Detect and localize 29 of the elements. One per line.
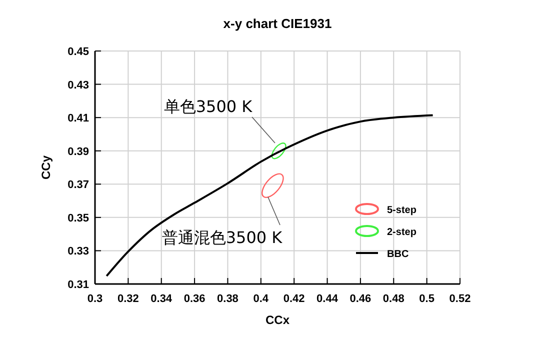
line-series: [106, 114, 434, 278]
y-tick-label: 0.31: [68, 279, 89, 291]
y-axis-title: CCy: [39, 155, 53, 180]
annotation: 单色3500 K: [164, 97, 253, 116]
x-tick-label: 0.48: [382, 293, 404, 305]
legend-label: BBC: [387, 249, 409, 260]
x-tick-label: 0.36: [184, 293, 206, 305]
x-tick-label: 0.32: [117, 293, 139, 305]
y-tick-label: 0.41: [68, 112, 89, 125]
x-tick-label: 0.42: [283, 293, 305, 305]
annotation: 普通混色3500 K: [162, 228, 283, 247]
y-tick-label: 0.33: [68, 246, 89, 258]
x-tick-label: 0.52: [449, 293, 471, 305]
y-tick-label: 0.35: [68, 212, 89, 224]
legend-label: 5-step: [387, 205, 416, 216]
x-tick-label: 0.4: [253, 293, 270, 305]
y-tick-label: 0.43: [68, 79, 89, 92]
legend-label: 2-step: [387, 227, 416, 238]
x-tick-label: 0.3: [87, 293, 103, 305]
y-tick-label: 0.39: [68, 146, 89, 158]
x-tick-label: 0.34: [150, 293, 173, 305]
x-tick-label: 0.44: [316, 293, 339, 305]
y-tick-label: 0.37: [68, 179, 89, 192]
chart-title: x-y chart CIE1931: [223, 16, 332, 31]
x-tick-label: 0.46: [350, 293, 372, 305]
x-axis-title: CCx: [265, 313, 290, 327]
x-tick-label: 0.5: [419, 293, 434, 305]
x-tick-label: 0.38: [217, 293, 238, 305]
y-tick-label: 0.45: [68, 46, 89, 58]
